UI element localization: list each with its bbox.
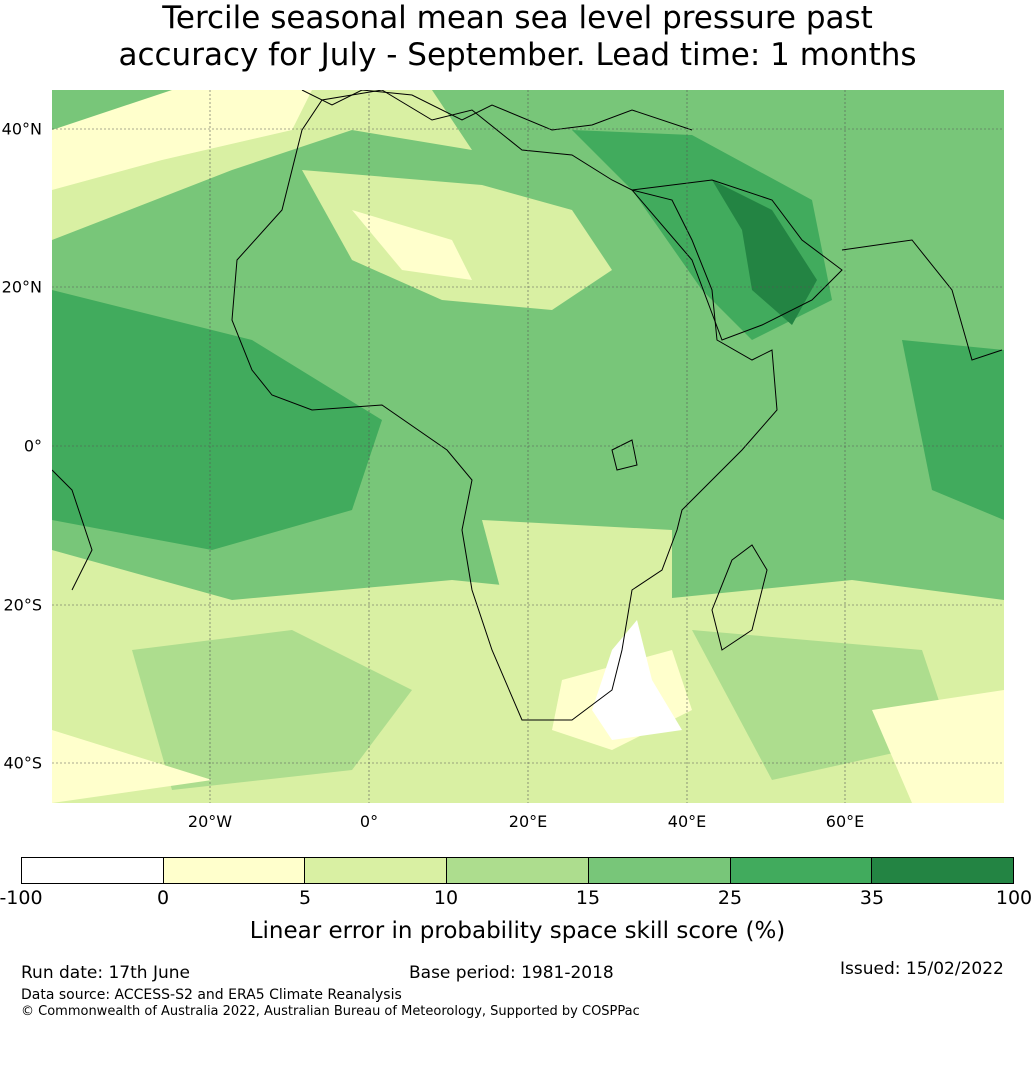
lake-victoria-coastline	[611, 439, 638, 471]
sahara-very-low-skill-region	[352, 210, 472, 280]
base-period: Base period: 1981-2018	[409, 963, 614, 983]
south-america-coastline	[52, 469, 93, 591]
colorbar-segment-10-15	[447, 858, 589, 883]
lon-label-20w: 20°W	[187, 812, 233, 831]
south-atlantic-moderate-skill-region	[132, 630, 412, 790]
mediterranean-coastline	[301, 90, 693, 131]
graticule	[52, 90, 1004, 803]
colorbar-segment-35-100	[872, 858, 1014, 883]
lon-label-40e: 40°E	[667, 812, 707, 831]
map-canvas	[52, 90, 1004, 803]
colorbar-tick-100: 100	[995, 887, 1033, 909]
north-atlantic-very-low-skill-region	[52, 90, 312, 190]
colorbar-segment-0-5	[163, 858, 306, 883]
colorbar-tick-0: 0	[156, 887, 170, 909]
arabian-peninsula-coastline	[631, 179, 843, 341]
lon-label-60e: 60°E	[825, 812, 865, 831]
copyright-notice: © Commonwealth of Australia 2022, Austra…	[21, 1004, 640, 1019]
colorbar-segment-negative	[22, 858, 164, 883]
colorbar-tick-25: 25	[717, 887, 743, 909]
southeast-very-low-skill-region	[872, 690, 1004, 803]
data-source: Data source: ACCESS-S2 and ERA5 Climate …	[21, 987, 402, 1003]
colorbar-tick-10: 10	[433, 887, 459, 909]
lat-label-equator: 0°	[23, 436, 42, 456]
agulhas-negative-skill-region	[592, 620, 682, 740]
issued-date: Issued: 15/02/2022	[840, 959, 1004, 979]
south-asia-coastline	[841, 239, 1003, 361]
run-date: Run date: 17th June	[21, 963, 190, 983]
colorbar-tick-15: 15	[575, 887, 601, 909]
lat-label-40n: 40°N	[1, 119, 42, 139]
madagascar-coastline	[711, 544, 768, 651]
colorbar	[21, 857, 1014, 884]
skill-regions	[52, 90, 1004, 803]
colorbar-segment-15-25	[588, 858, 731, 883]
lon-label-20e: 20°E	[508, 812, 548, 831]
lat-label-20s: 20°S	[3, 595, 42, 615]
arabian-peninsula-very-high-skill-region	[712, 180, 817, 325]
colorbar-tick-5: 5	[298, 887, 312, 909]
map-title: Tercile seasonal mean sea level pressure…	[0, 0, 1035, 74]
colorbar-segment-25-35	[730, 858, 873, 883]
skill-score-map	[52, 90, 1004, 803]
map-title-line-2: accuracy for July - September. Lead time…	[118, 37, 917, 73]
map-title-line-1: Tercile seasonal mean sea level pressure…	[162, 0, 873, 36]
lat-label-40s: 40°S	[3, 753, 42, 773]
colorbar-tick-minus-100: -100	[0, 887, 43, 909]
colorbar-label: Linear error in probability space skill …	[249, 918, 786, 944]
africa-coastline	[231, 90, 778, 721]
coastlines	[52, 90, 1003, 721]
sahara-low-skill-region	[302, 170, 612, 310]
arabian-sea-high-skill-region	[902, 340, 1004, 520]
tropical-atlantic-high-skill-region	[52, 290, 382, 550]
colorbar-tick-35: 35	[859, 887, 885, 909]
southwest-very-low-skill-region	[52, 730, 212, 803]
colorbar-segment-5-10	[305, 858, 448, 883]
lat-label-20n: 20°N	[1, 277, 42, 297]
lon-label-0: 0°	[359, 812, 379, 831]
